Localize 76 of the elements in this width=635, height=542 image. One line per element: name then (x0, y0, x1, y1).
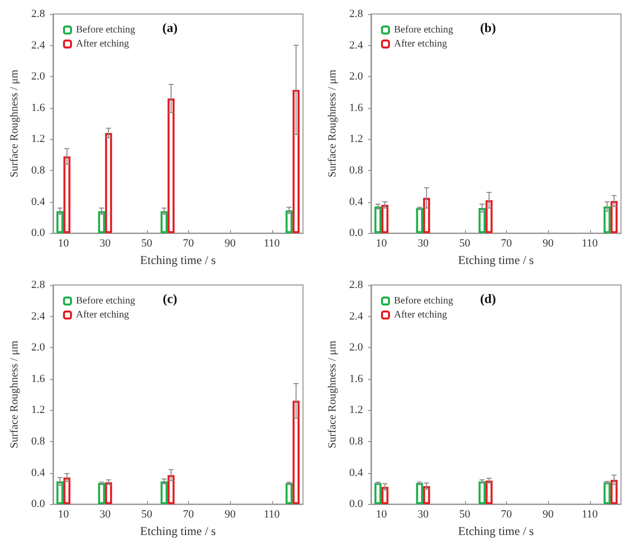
text: (b) (480, 20, 496, 35)
y-tick-label: 2.4 (31, 39, 46, 52)
y-tick-label: 0.4 (31, 196, 46, 208)
y-tick-label: 2.0 (31, 342, 46, 354)
y-axis-title: Surface Roughness / μm (326, 69, 338, 178)
legend-label: After etching (76, 38, 130, 50)
legend-label: After etching (394, 38, 448, 50)
x-tick-label: 90 (542, 238, 554, 250)
y-tick-label: 2.0 (349, 70, 364, 83)
y-tick-label: 1.6 (349, 372, 364, 385)
legend-label: After etching (76, 310, 130, 320)
y-tick-label: 1.6 (349, 102, 364, 114)
y-tick-label: 0.0 (349, 498, 364, 510)
legend-label: Before etching (76, 296, 136, 306)
y-tick-label: 0.0 (31, 498, 46, 510)
y-tick-label: 1.2 (31, 404, 45, 416)
y-tick-label: 2.8 (349, 279, 364, 291)
x-tick-label: 90 (224, 238, 236, 250)
y-tick-label: 2.4 (349, 39, 364, 52)
legend-label: Before etching (394, 24, 454, 36)
x-tick-label: 10 (376, 508, 388, 521)
y-tick-label: 0.4 (349, 466, 364, 479)
y-tick-label: 1.2 (349, 133, 363, 146)
y-tick-label: 2.8 (31, 279, 46, 291)
y-axis-title: Surface Roughness / μm (8, 69, 20, 178)
y-tick-label: 2.4 (31, 310, 46, 322)
x-tick-label: 110 (264, 238, 280, 250)
x-tick-label: 50 (141, 238, 153, 250)
y-tick-label: 2.4 (349, 310, 364, 322)
legend-label: Before etching (76, 24, 136, 36)
y-tick-label: 0.8 (31, 436, 46, 448)
x-tick-label: 50 (459, 238, 471, 250)
legend-label: Before etching (394, 296, 454, 306)
y-tick-label: 0.4 (31, 466, 46, 479)
y-tick-label: 0.4 (349, 196, 364, 208)
y-tick-label: 1.6 (31, 372, 46, 385)
x-tick-label: 90 (542, 508, 554, 521)
y-tick-label: 2.8 (349, 8, 364, 20)
text: (a) (162, 20, 178, 35)
y-tick-label: 1.2 (349, 404, 363, 416)
x-tick-label: 50 (141, 508, 153, 521)
x-tick-label: 70 (500, 508, 512, 521)
x-tick-label: 50 (459, 508, 471, 521)
x-tick-label: 90 (224, 508, 236, 521)
x-tick-label: 70 (182, 238, 194, 250)
x-tick-label: 10 (58, 238, 70, 250)
x-axis-title: Etching time / s (458, 524, 534, 538)
x-tick-label: 10 (376, 238, 388, 250)
y-tick-label: 0.8 (349, 436, 364, 448)
y-tick-label: 0.0 (31, 227, 46, 240)
text: (d) (480, 291, 496, 306)
y-tick-label: 1.6 (31, 102, 46, 114)
y-tick-label: 0.8 (31, 164, 46, 176)
y-tick-label: 2.0 (31, 70, 46, 83)
y-tick-label: 2.0 (349, 342, 364, 354)
x-tick-label: 110 (264, 508, 280, 521)
y-tick-label: 1.2 (31, 133, 45, 146)
x-tick-label: 30 (418, 508, 430, 521)
x-tick-label: 70 (182, 508, 194, 521)
x-axis-title: Etching time / s (140, 524, 216, 538)
x-tick-label: 10 (58, 508, 70, 521)
y-tick-label: 0.0 (349, 227, 364, 240)
legend-label: After etching (394, 310, 448, 320)
x-tick-label: 30 (418, 238, 430, 250)
x-tick-label: 110 (582, 508, 598, 521)
text: (c) (162, 291, 178, 306)
y-axis-title: Surface Roughness / μm (326, 340, 338, 448)
y-tick-label: 0.8 (349, 164, 364, 176)
x-tick-label: 110 (582, 238, 598, 250)
y-axis-title: Surface Roughness / μm (8, 340, 20, 448)
x-tick-label: 30 (100, 508, 112, 521)
x-axis-title: Etching time / s (140, 253, 216, 267)
x-axis-title: Etching time / s (458, 253, 534, 267)
x-tick-label: 70 (500, 238, 512, 250)
y-tick-label: 2.8 (31, 8, 46, 20)
x-tick-label: 30 (100, 238, 112, 250)
